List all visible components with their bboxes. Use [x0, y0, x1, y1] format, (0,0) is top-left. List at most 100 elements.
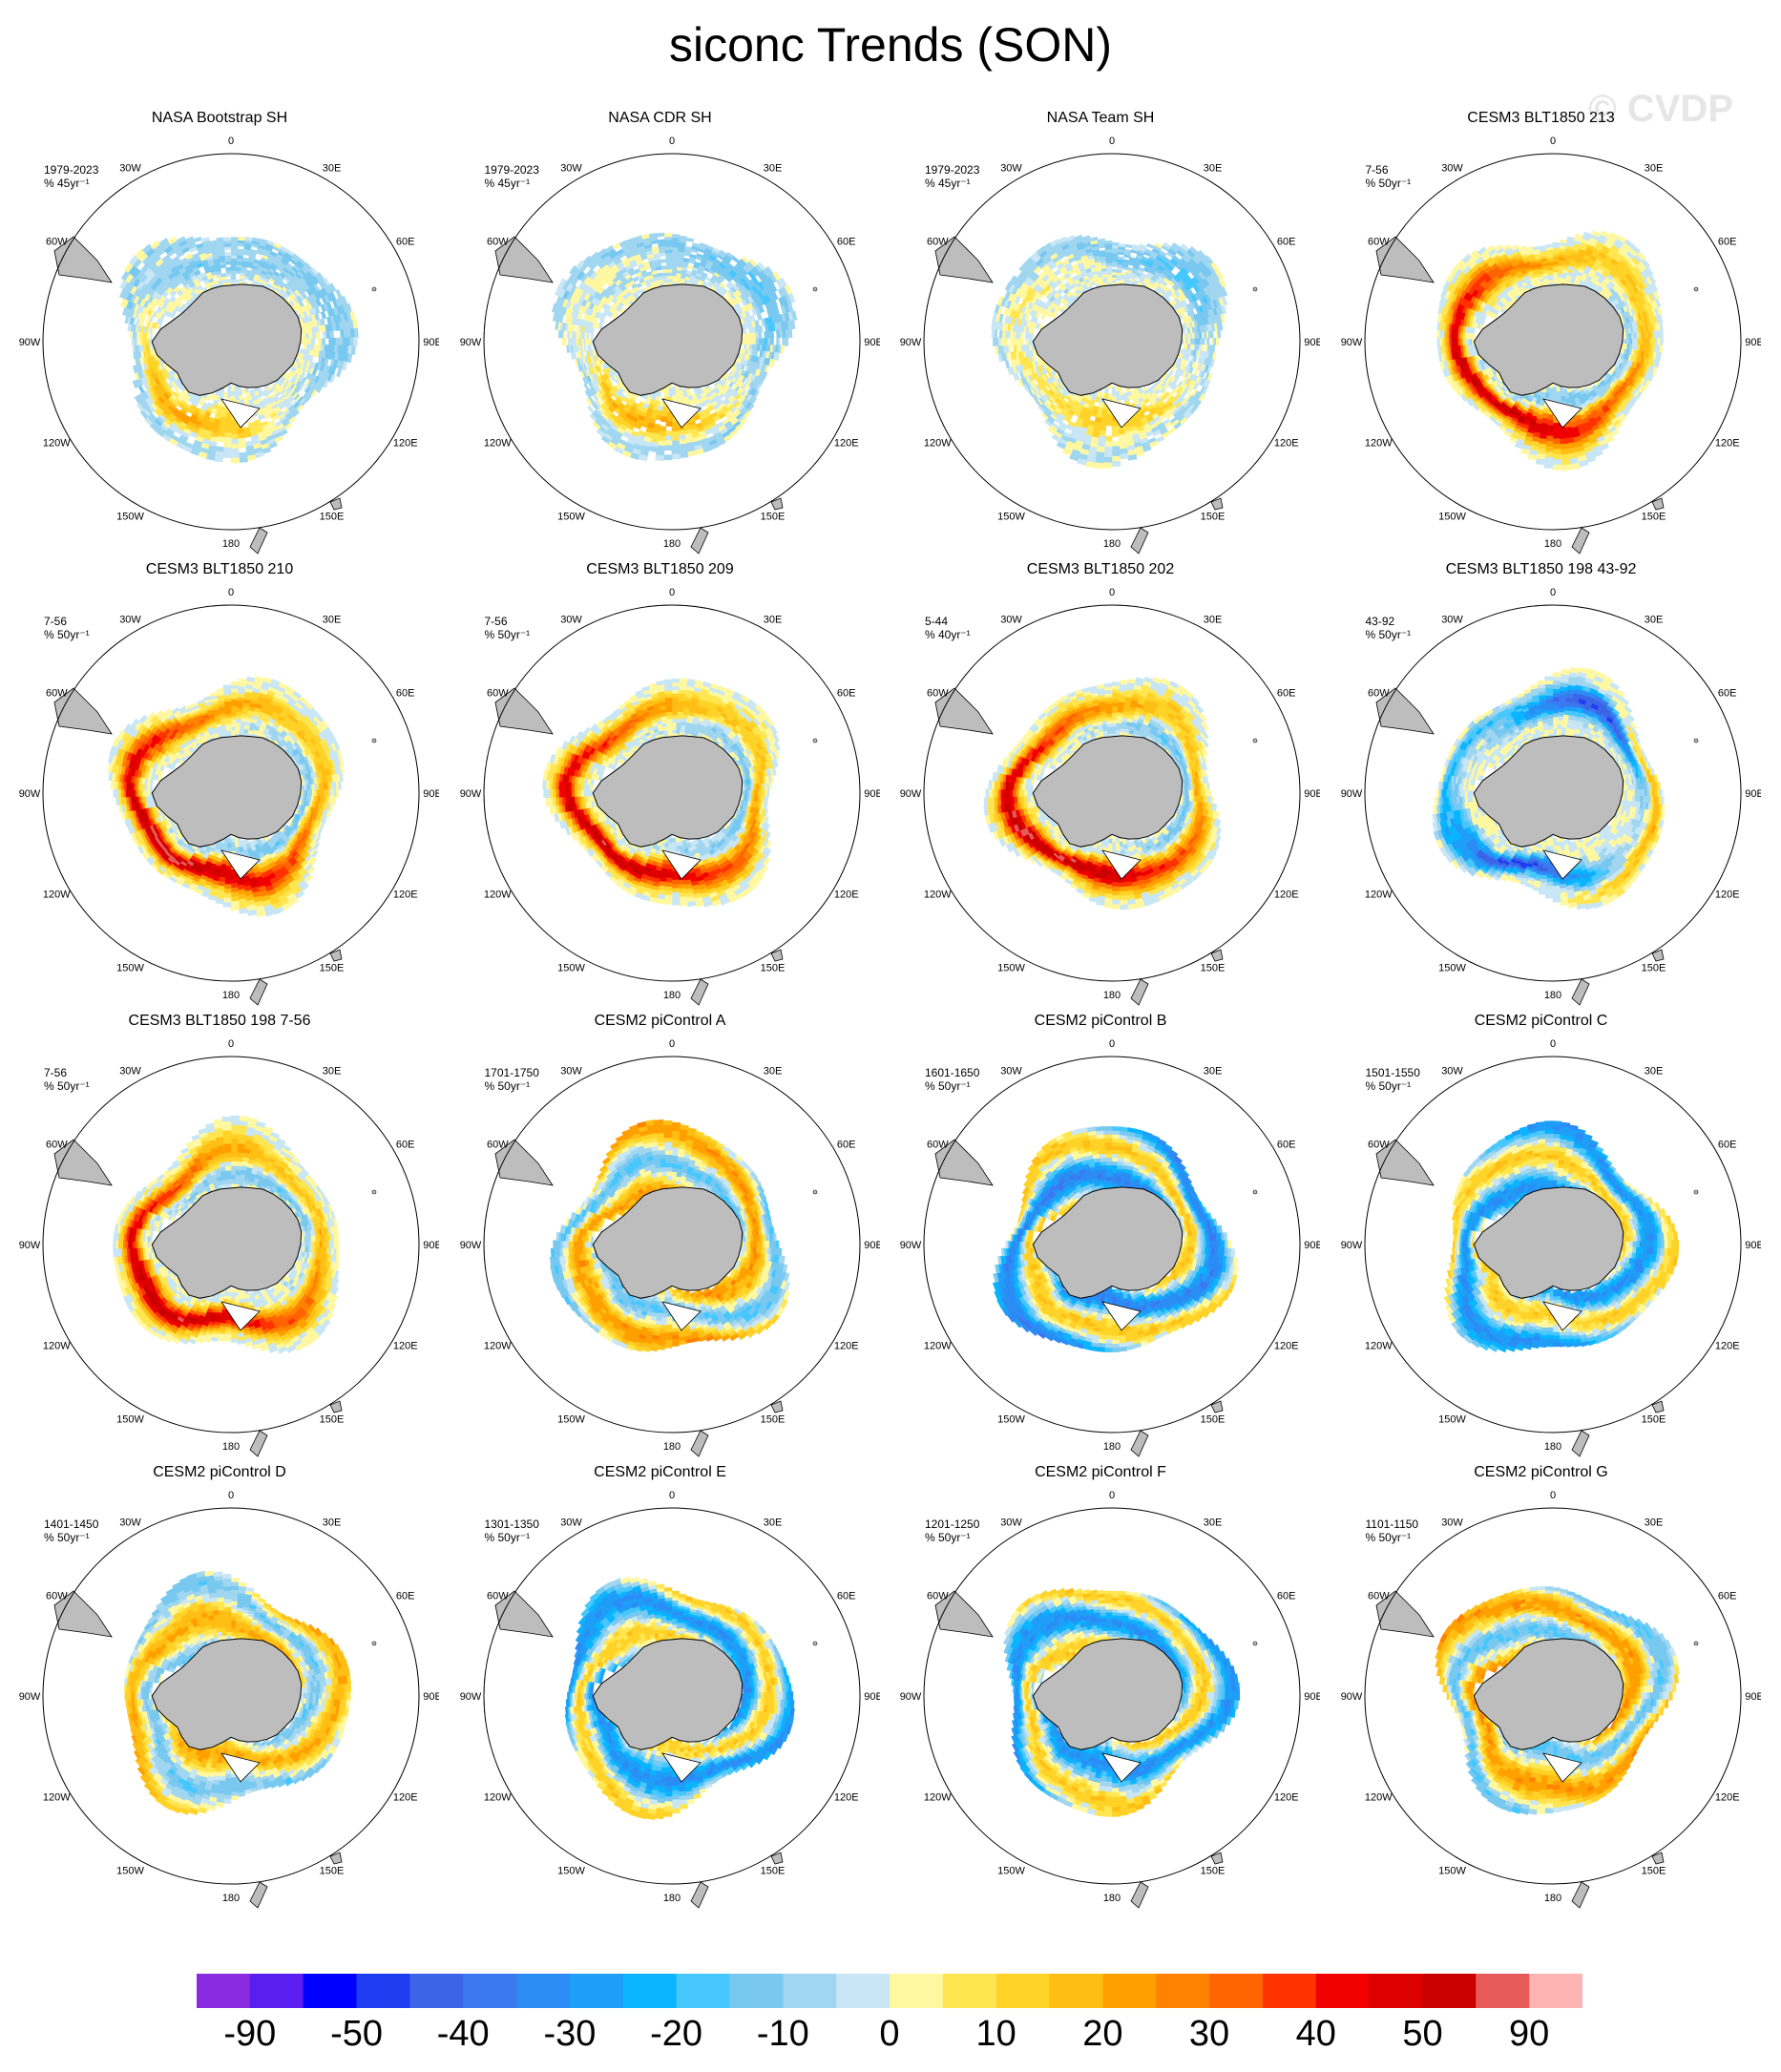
antarctica-landmass	[151, 1638, 303, 1750]
new-zealand	[1571, 1430, 1590, 1457]
longitude-label: 90W	[900, 337, 922, 348]
longitude-label: 30W	[1441, 1065, 1463, 1077]
longitude-label: 180	[222, 1441, 240, 1453]
colorbar-tick-label: -90	[223, 2014, 276, 2055]
colorbar-tick-label: 20	[1082, 2014, 1122, 2055]
period-label: 1979-2023	[485, 163, 539, 177]
ross-ice-shelf	[660, 849, 702, 880]
new-zealand	[249, 527, 268, 555]
longitude-label: 90E	[1745, 1240, 1761, 1251]
longitude-label: 90W	[19, 788, 41, 800]
longitude-label: 180	[1103, 990, 1121, 1001]
longitude-label: 30W	[119, 1517, 141, 1528]
polar-map: 0 30E 60E 90E 120E 150E 180 150W 120W 90W 60W 30W	[1340, 1038, 1761, 1457]
longitude-label: 150W	[557, 963, 585, 974]
colorbar-swatch	[1209, 1974, 1264, 2008]
longitude-label: 0	[1549, 587, 1555, 598]
longitude-label: 0	[1549, 136, 1555, 147]
map-boundary	[1364, 1507, 1741, 1885]
longitude-label: 150W	[1438, 512, 1466, 523]
longitude-label: 120W	[483, 438, 511, 450]
longitude-label: 150W	[557, 512, 585, 523]
colorbar-tick-label: 30	[1189, 2014, 1229, 2055]
period-label: 1979-2023	[925, 163, 979, 177]
kerguelen-island	[812, 738, 817, 743]
south-america-tip	[53, 1139, 113, 1186]
ross-ice-shelf	[1101, 1301, 1142, 1331]
trend-field	[1435, 230, 1664, 471]
longitude-label: 150E	[1641, 1414, 1666, 1426]
longitude-label: 60E	[836, 237, 855, 248]
longitude-label: 90E	[1304, 788, 1320, 800]
longitude-label: 60W	[1367, 237, 1389, 248]
longitude-label: 180	[1543, 1441, 1561, 1453]
ross-ice-shelf	[1541, 398, 1582, 429]
trend-field	[113, 1115, 340, 1354]
units-label: % 50yr⁻¹	[44, 1531, 90, 1544]
longitude-label: 90E	[1304, 1240, 1320, 1251]
tasmania	[1650, 1852, 1664, 1865]
trend-field	[551, 232, 797, 462]
kerguelen-island	[371, 286, 377, 292]
tasmania	[1210, 1852, 1224, 1865]
longitude-label: 150E	[1201, 1414, 1226, 1426]
kerguelen-island	[812, 286, 817, 292]
ross-ice-shelf	[660, 398, 702, 429]
longitude-label: 180	[222, 1893, 240, 1904]
new-zealand	[1130, 978, 1149, 1006]
longitude-label: 60E	[1717, 237, 1736, 248]
antarctica-landmass	[592, 283, 743, 396]
trend-field	[1434, 1585, 1680, 1815]
antarctica-landmass	[1032, 1638, 1184, 1750]
period-label: 1979-2023	[44, 163, 98, 177]
colorbar-tick-label: -10	[757, 2014, 809, 2055]
longitude-label: 30W	[560, 162, 582, 174]
panel-title: CESM3 BLT1850 202	[881, 561, 1320, 578]
longitude-label: 120E	[393, 438, 418, 450]
longitude-label: 150E	[760, 1414, 785, 1426]
longitude-label: 60W	[486, 688, 508, 700]
period-label: 7-56	[1366, 163, 1389, 177]
new-zealand	[1571, 1881, 1590, 1909]
longitude-label: 150W	[1438, 1414, 1466, 1426]
antarctica-landmass	[1473, 1186, 1624, 1299]
colorbar	[197, 1974, 1582, 2008]
longitude-label: 90E	[864, 1691, 880, 1703]
units-label: % 45yr⁻¹	[485, 177, 531, 190]
longitude-label: 120W	[1364, 889, 1392, 901]
new-zealand	[690, 1430, 709, 1457]
map-panel: CESM2 piControl B 0 30E 60E 90E 120E 150E 180 15…	[881, 1013, 1320, 1461]
trend-field	[991, 234, 1228, 470]
units-label: % 50yr⁻¹	[1366, 628, 1412, 641]
longitude-label: 90W	[900, 1240, 922, 1251]
longitude-label: 150W	[997, 963, 1025, 974]
polar-map: 0 30E 60E 90E 120E 150E 180 150W 120W 90W 60W 30W	[19, 136, 439, 555]
colorbar-swatch	[836, 1974, 890, 2008]
longitude-label: 90W	[19, 337, 41, 348]
south-america-tip	[53, 236, 113, 283]
longitude-label: 120E	[833, 1792, 858, 1804]
longitude-label: 90E	[864, 337, 880, 348]
colorbar-swatch	[942, 1974, 997, 2008]
map-boundary	[483, 1056, 860, 1434]
south-america-tip	[934, 687, 994, 735]
longitude-label: 90E	[1304, 1691, 1320, 1703]
longitude-label: 90E	[1745, 337, 1761, 348]
longitude-label: 150E	[760, 963, 785, 974]
colorbar-swatch	[995, 1974, 1050, 2008]
tasmania	[329, 949, 343, 962]
map-boundary	[1364, 604, 1741, 982]
longitude-label: 90E	[864, 1240, 880, 1251]
longitude-label: 90W	[459, 1691, 481, 1703]
antarctica-landmass	[592, 1186, 743, 1299]
panel-title: CESM3 BLT1850 209	[441, 561, 880, 578]
colorbar-swatch	[1315, 1974, 1371, 2008]
longitude-label: 90W	[459, 1240, 481, 1251]
longitude-label: 60W	[1367, 1591, 1389, 1602]
longitude-label: 120E	[1714, 889, 1739, 901]
kerguelen-island	[1693, 1189, 1698, 1195]
colorbar-swatch	[676, 1974, 730, 2008]
longitude-label: 60E	[396, 237, 415, 248]
longitude-label: 60E	[836, 1140, 855, 1151]
